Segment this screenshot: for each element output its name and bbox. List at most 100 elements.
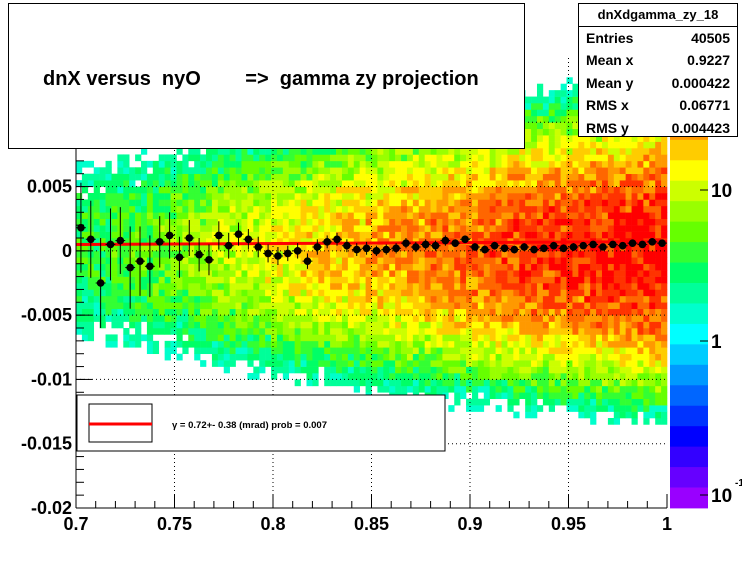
- heatmap-cell: [241, 295, 248, 303]
- heatmap-cell: [395, 353, 402, 361]
- heatmap-cell: [194, 353, 201, 361]
- heatmap-cell: [406, 347, 414, 355]
- heatmap-cell: [129, 231, 136, 239]
- profile-marker: [579, 241, 588, 250]
- heatmap-cell: [607, 212, 615, 220]
- heatmap-cell: [306, 283, 313, 290]
- heatmap-cell: [235, 302, 242, 310]
- heatmap-cell: [436, 205, 443, 213]
- heatmap-cell: [312, 167, 319, 175]
- heatmap-cell: [395, 295, 402, 303]
- heatmap-cell: [643, 205, 650, 213]
- heatmap-cell: [336, 308, 343, 316]
- heatmap-cell: [495, 160, 502, 168]
- heatmap-cell: [259, 270, 266, 277]
- heatmap-cell: [229, 186, 236, 194]
- heatmap-cell: [330, 225, 337, 232]
- heatmap-cell: [211, 180, 219, 187]
- heatmap-cell: [170, 186, 177, 194]
- heatmap-cell: [578, 308, 585, 316]
- stats-value: 0.06771: [679, 97, 730, 114]
- heatmap-cell: [442, 321, 449, 329]
- heatmap-cell: [513, 392, 520, 400]
- heatmap-cell: [312, 218, 319, 226]
- heatmap-cell: [306, 334, 313, 342]
- heatmap-cell: [466, 257, 473, 265]
- heatmap-cell: [560, 173, 567, 181]
- heatmap-cell: [460, 295, 467, 303]
- heatmap-cell: [135, 340, 142, 348]
- heatmap-cell: [217, 238, 225, 245]
- heatmap-cell: [135, 212, 142, 220]
- heatmap-cell: [560, 373, 567, 380]
- heatmap-cell: [442, 160, 449, 168]
- heatmap-cell: [596, 218, 603, 226]
- heatmap-cell: [531, 373, 538, 380]
- heatmap-cell: [560, 263, 567, 271]
- heatmap-cell: [607, 218, 615, 226]
- heatmap-cell: [525, 373, 532, 380]
- heatmap-cell: [282, 366, 290, 374]
- heatmap-cell: [206, 173, 213, 181]
- heatmap-cell: [81, 238, 89, 245]
- heatmap-cell: [359, 173, 366, 181]
- heatmap-cell: [477, 250, 485, 258]
- heatmap-cell: [412, 360, 420, 367]
- heatmap-cell: [353, 283, 360, 290]
- heatmap-cell: [135, 295, 142, 303]
- heatmap-cell: [141, 334, 148, 342]
- profile-point: [391, 243, 402, 254]
- heatmap-cell: [566, 302, 573, 310]
- heatmap-cell: [572, 385, 579, 393]
- heatmap-cell: [406, 315, 414, 322]
- heatmap-cell: [318, 334, 325, 342]
- heatmap-cell: [371, 283, 378, 290]
- heatmap-cell: [607, 180, 615, 187]
- heatmap-cell: [613, 360, 621, 367]
- heatmap-cell: [353, 180, 360, 187]
- heatmap-cell: [365, 212, 372, 220]
- heatmap-cell: [466, 154, 473, 162]
- heatmap-cell: [188, 276, 195, 284]
- heatmap-cell: [336, 315, 343, 322]
- heatmap-cell: [276, 257, 284, 265]
- heatmap-cell: [519, 173, 526, 181]
- heatmap-cell: [229, 289, 236, 297]
- heatmap-cell: [613, 347, 621, 355]
- heatmap-cell: [424, 186, 431, 194]
- heatmap-cell: [371, 334, 378, 342]
- heatmap-cell: [542, 205, 550, 213]
- heatmap-cell: [619, 218, 626, 226]
- heatmap-cell: [211, 173, 219, 181]
- heatmap-cell: [306, 308, 313, 316]
- heatmap-cell: [631, 148, 638, 155]
- heatmap-cell: [471, 173, 479, 181]
- heatmap-cell: [525, 180, 532, 187]
- profile-marker: [96, 279, 105, 287]
- heatmap-cell: [276, 218, 284, 226]
- heatmap-cell: [395, 173, 402, 181]
- heatmap-cell: [182, 283, 189, 290]
- heatmap-cell: [395, 160, 402, 168]
- heatmap-cell: [637, 193, 644, 200]
- heatmap-cell: [430, 379, 437, 387]
- heatmap-cell: [318, 199, 325, 207]
- heatmap-cell: [625, 244, 632, 252]
- heatmap-cell: [105, 289, 112, 297]
- heatmap-cell: [560, 308, 567, 316]
- heatmap-cell: [288, 263, 295, 271]
- heatmap-cell: [158, 289, 165, 297]
- heatmap-cell: [536, 405, 544, 412]
- heatmap-cell: [519, 218, 526, 226]
- heatmap-cell: [253, 366, 260, 374]
- heatmap-cell: [223, 225, 230, 232]
- heatmap-cell: [460, 199, 467, 207]
- heatmap-cell: [235, 154, 242, 162]
- heatmap-cell: [560, 340, 567, 348]
- heatmap-cell: [282, 238, 290, 245]
- heatmap-cell: [566, 96, 573, 104]
- heatmap-cell: [613, 160, 621, 168]
- heatmap-cell: [513, 321, 520, 329]
- heatmap-cell: [430, 373, 437, 380]
- heatmap-cell: [466, 405, 473, 412]
